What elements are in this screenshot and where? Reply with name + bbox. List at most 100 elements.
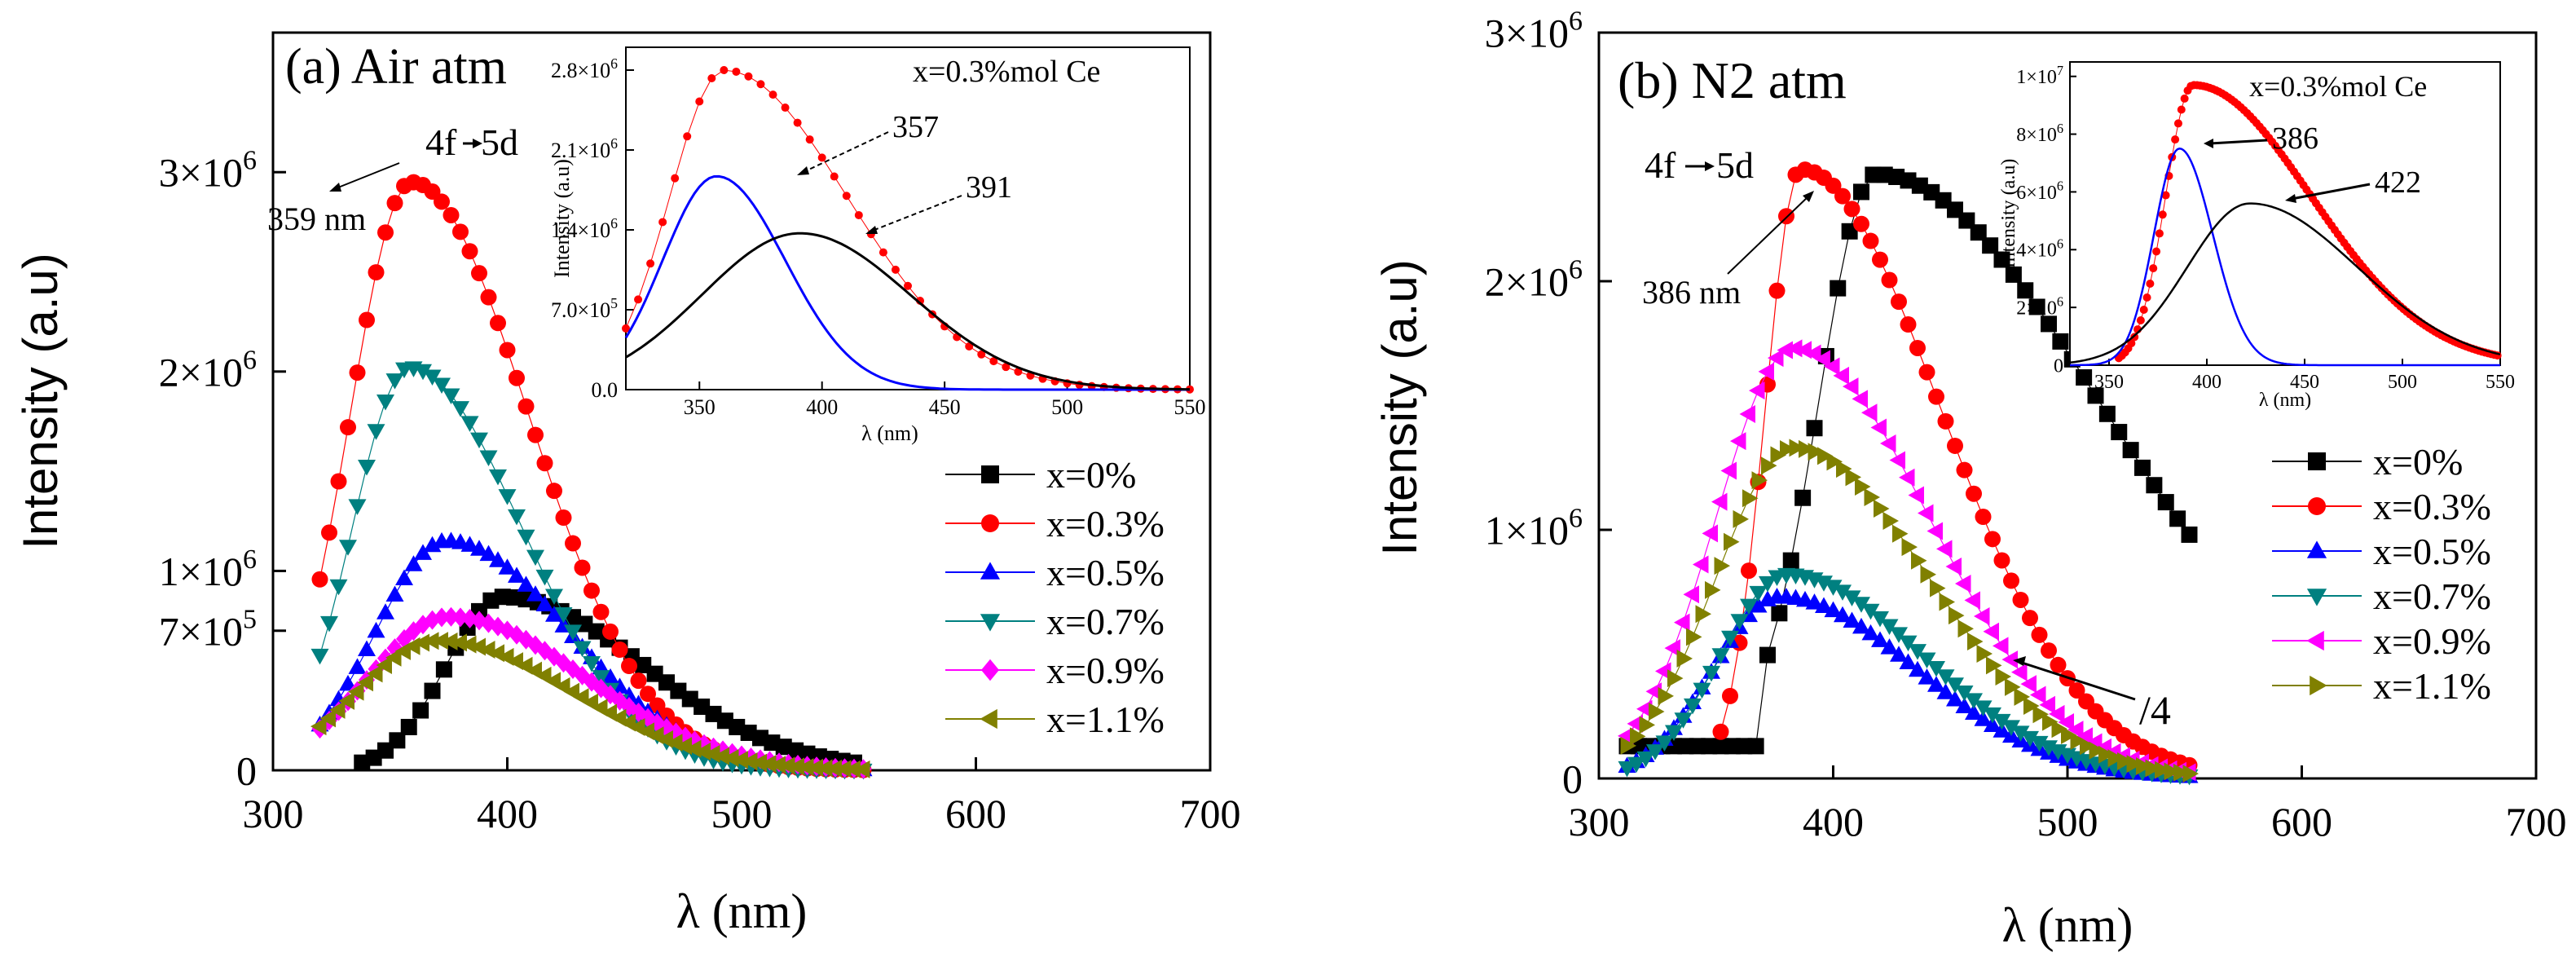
series-line [319,367,864,771]
legend-item: x=0.9% [945,650,1165,691]
legend-item: x=0.3% [2272,486,2491,527]
data-point [517,398,535,415]
data-point [470,540,488,556]
data-point [1684,698,1702,715]
data-point [965,342,974,351]
data-point [2041,315,2057,333]
data-point [1724,532,1740,551]
data-point [1861,624,1880,641]
data-point [432,632,448,650]
data-point [367,664,383,683]
data-point [2040,740,2058,756]
data-point [1927,660,1945,677]
data-point [2180,94,2189,103]
data-point [2134,459,2151,476]
data-point [1711,492,1728,511]
data-point [423,632,439,650]
data-point [339,674,357,691]
data-point [1993,251,2010,268]
data-point [508,509,526,526]
data-point [2171,135,2180,144]
data-point [798,758,814,777]
data-point [2127,339,2136,348]
data-point [1864,487,1880,506]
data-point [1778,208,1794,225]
data-point [1749,585,1768,602]
data-point [1655,662,1671,681]
data-point [320,615,338,633]
data-point [676,737,692,756]
legend-marker [2306,630,2324,651]
data-point [2155,229,2164,238]
data-point [2023,696,2040,715]
x-tick-label: 450 [929,395,961,419]
x-tick-label: 550 [2486,372,2515,393]
data-point [1928,388,1944,405]
panel-a-inset-peak2-arrow [870,195,962,232]
data-point [2152,247,2161,256]
data-point [348,499,367,515]
panel-b-inset-ylabel: Intensity (a.u) [1998,159,2019,269]
data-point [1870,418,1887,437]
series-391 nm band [625,231,1190,391]
data-point [1946,677,1964,694]
data-point [1646,744,1664,761]
data-point [1975,509,1992,526]
data-point [2111,424,2128,441]
data-point [1636,751,1655,768]
panel-a-annot-arrowhead-4f5d [473,139,482,148]
data-point [583,582,600,599]
data-point [1768,282,1786,299]
legend-item: x=0.7% [945,601,1165,642]
data-point [451,401,469,417]
data-point [470,432,488,449]
data-point [499,342,516,359]
data-point [793,118,802,127]
data-point [1881,271,1898,289]
data-point [817,153,826,162]
data-point [742,752,758,770]
data-point [1956,461,1973,478]
panel-a-annot-4f: 4f [425,121,457,163]
data-point [2149,264,2158,273]
series-x=0.7% [310,361,873,780]
panel-b-ylabel: Intensity (a.u) [1372,259,1427,556]
data-point [1693,555,1709,574]
series-measured [2115,81,2502,363]
data-point [414,544,432,560]
data-point [1002,363,1011,372]
data-point [2011,725,2030,742]
panel-b-inset-peak1-arrowhead [2204,139,2213,148]
data-point [2181,526,2198,543]
series-386 nm band [2070,148,2500,367]
panel-b-title: (b) N2 atm [1618,51,1847,109]
series-x=1.1% [1620,439,2199,783]
data-point [1627,714,1643,733]
data-point [1891,293,1907,311]
data-point [1655,735,1674,752]
data-point [760,755,777,774]
data-point [704,744,720,763]
y-tick-label: 0.0 [592,378,619,402]
data-point [2136,315,2145,324]
data-point [1824,357,1840,376]
data-point [1890,646,1908,662]
x-tick-label: 600 [945,791,1006,836]
data-point [535,569,554,586]
data-point [2146,477,2163,494]
data-point [1645,682,1662,701]
data-point [2002,720,2020,736]
y-tick-label: 2×106 [159,345,257,395]
data-point [1918,504,1934,522]
data-point [1833,366,1849,385]
data-point [1780,440,1796,459]
data-point [1993,713,2011,730]
series-422 nm band [2069,202,2501,364]
series-line [2069,202,2501,364]
data-point [2107,749,2124,768]
data-point [367,621,385,638]
data-point [1730,432,1746,451]
data-point [601,668,619,685]
series-x=0.3% [1712,161,2198,774]
data-point [1855,478,1871,496]
